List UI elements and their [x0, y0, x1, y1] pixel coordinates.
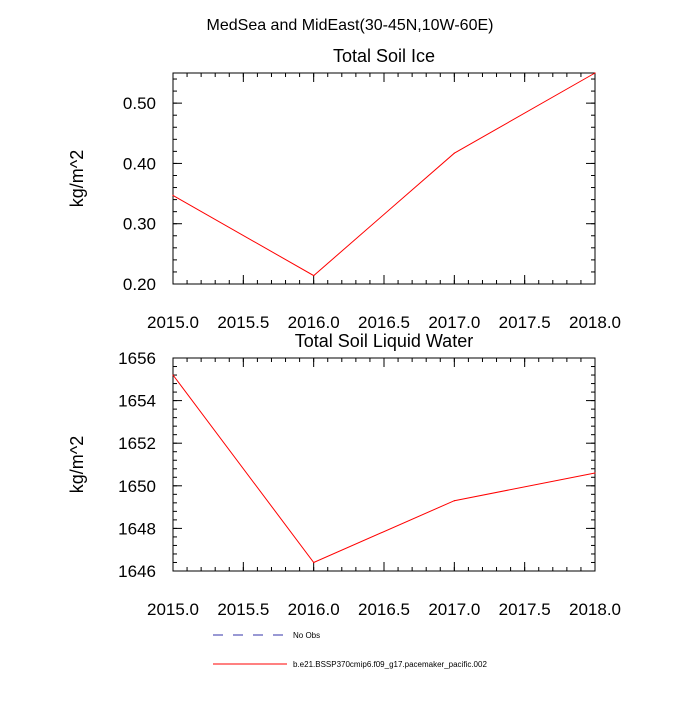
x-tick-label: 2016.0 — [288, 600, 340, 619]
x-tick-label: 2018.0 — [569, 313, 621, 332]
legend-label-no-obs: No Obs — [293, 631, 320, 640]
series-point — [594, 472, 596, 474]
y-axis-label: kg/m^2 — [67, 150, 87, 207]
y-tick-label: 1648 — [118, 519, 156, 538]
series-line-0 — [172, 72, 596, 277]
x-tick-label: 2017.5 — [499, 600, 551, 619]
series-point — [172, 374, 174, 376]
y-tick-label: 1656 — [118, 349, 156, 368]
plot-total-soil-ice: Total Soil Ice kg/m^2 2015.0 2015.5 2016.0 20… — [67, 46, 621, 332]
x-tick-label: 2015.0 — [147, 600, 199, 619]
x-tick-label: 2016.5 — [358, 600, 410, 619]
plot-title: Total Soil Ice — [333, 46, 435, 66]
x-tick-label: 2017.5 — [499, 313, 551, 332]
y-tick-label: 1646 — [118, 562, 156, 581]
series-point — [594, 72, 596, 74]
y-tick-label: 1650 — [118, 477, 156, 496]
y-tick-label: 0.30 — [123, 215, 156, 234]
x-tick-label: 2018.0 — [569, 600, 621, 619]
plot-total-soil-liquid-water: Total Soil Liquid Water kg/m^2 2015.0 2015.… — [67, 331, 621, 619]
plot-frame — [172, 357, 596, 572]
x-tick-label: 2016.5 — [358, 313, 410, 332]
x-tick-label: 2015.5 — [217, 600, 269, 619]
y-axis-label: kg/m^2 — [67, 436, 87, 493]
y-tick-label: 0.50 — [123, 94, 156, 113]
y-tick-label: 1654 — [118, 392, 156, 411]
x-tick-label: 2015.0 — [147, 313, 199, 332]
series-point — [313, 274, 315, 277]
legend: No Obs b.e21.BSSP370cmip6.f09_g17.pacema… — [213, 631, 487, 669]
y-tick-label: 0.20 — [123, 275, 156, 294]
x-tick-label: 2017.0 — [428, 600, 480, 619]
plot-frame — [172, 72, 596, 285]
x-tick-label: 2015.5 — [217, 313, 269, 332]
series-point — [313, 561, 315, 564]
series-point — [453, 500, 455, 502]
y-tick-label: 1652 — [118, 434, 156, 453]
legend-label-model: b.e21.BSSP370cmip6.f09_g17.pacemaker_pac… — [293, 660, 487, 669]
x-tick-label: 2016.0 — [288, 313, 340, 332]
series-point — [172, 194, 174, 196]
x-tick-label: 2017.0 — [428, 313, 480, 332]
y-tick-label: 0.40 — [123, 154, 156, 173]
series-point — [453, 152, 455, 154]
plot-title: Total Soil Liquid Water — [295, 331, 473, 351]
figure-suptitle: MedSea and MidEast(30-45N,10W-60E) — [207, 17, 494, 34]
series-line-0 — [172, 374, 596, 564]
